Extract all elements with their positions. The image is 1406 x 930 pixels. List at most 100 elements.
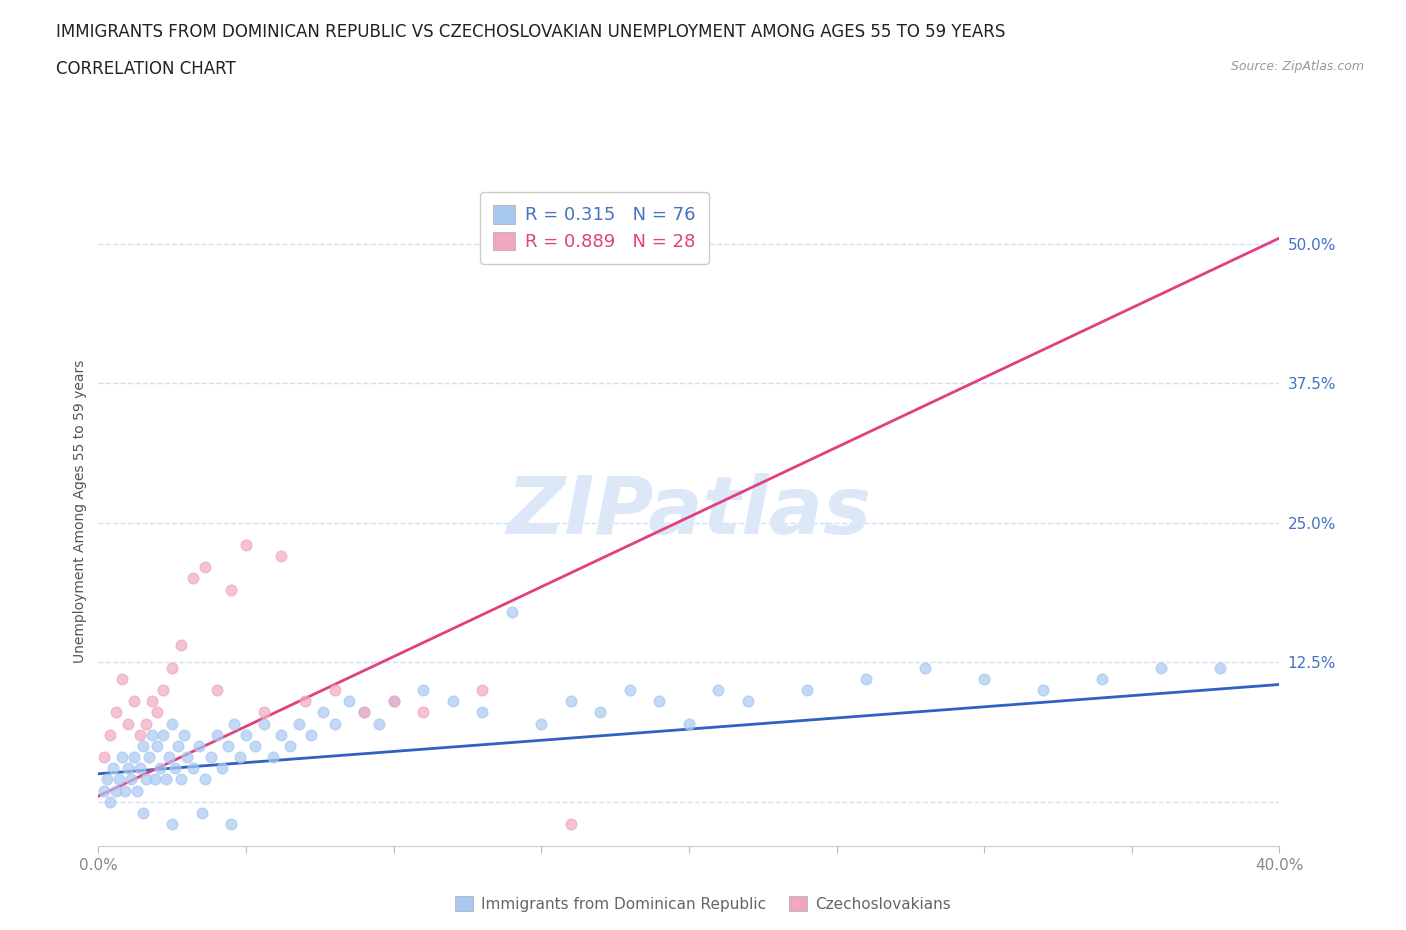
Point: [796, 683, 818, 698]
Point: [125, 783, 148, 798]
Point: [181, 761, 204, 776]
Point: [299, 727, 322, 742]
Point: [176, 750, 198, 764]
Point: [205, 683, 228, 698]
Point: [678, 716, 700, 731]
Point: [149, 761, 172, 776]
Point: [217, 738, 239, 753]
Point: [368, 716, 391, 731]
Point: [105, 705, 128, 720]
Point: [128, 761, 150, 776]
Point: [353, 705, 375, 720]
Point: [243, 738, 266, 753]
Point: [270, 727, 292, 742]
Point: [93, 783, 115, 798]
Point: [152, 727, 174, 742]
Point: [155, 772, 177, 787]
Point: [108, 772, 131, 787]
Point: [191, 805, 214, 820]
Y-axis label: Unemployment Among Ages 55 to 59 years: Unemployment Among Ages 55 to 59 years: [73, 360, 87, 663]
Text: CORRELATION CHART: CORRELATION CHART: [56, 60, 236, 78]
Point: [219, 817, 242, 831]
Point: [855, 671, 877, 686]
Point: [1150, 660, 1173, 675]
Legend: R = 0.315   N = 76, R = 0.889   N = 28: R = 0.315 N = 76, R = 0.889 N = 28: [481, 193, 709, 263]
Point: [170, 772, 193, 787]
Point: [111, 671, 134, 686]
Point: [96, 772, 118, 787]
Point: [170, 638, 193, 653]
Point: [619, 683, 641, 698]
Point: [117, 761, 139, 776]
Point: [471, 683, 494, 698]
Point: [270, 549, 292, 564]
Point: [117, 716, 139, 731]
Point: [501, 604, 523, 619]
Legend: Immigrants from Dominican Republic, Czechoslovakians: Immigrants from Dominican Republic, Czec…: [449, 889, 957, 918]
Point: [135, 716, 157, 731]
Point: [560, 817, 582, 831]
Point: [294, 694, 316, 709]
Point: [312, 705, 335, 720]
Point: [103, 761, 125, 776]
Point: [530, 716, 553, 731]
Point: [229, 750, 252, 764]
Point: [353, 705, 375, 720]
Point: [589, 705, 612, 720]
Point: [162, 716, 183, 731]
Point: [146, 705, 169, 720]
Point: [194, 560, 217, 575]
Point: [441, 694, 464, 709]
Point: [135, 772, 157, 787]
Point: [122, 694, 145, 709]
Point: [560, 694, 582, 709]
Point: [707, 683, 730, 698]
Point: [382, 694, 405, 709]
Point: [162, 817, 183, 831]
Point: [105, 783, 128, 798]
Point: [253, 705, 276, 720]
Point: [122, 750, 145, 764]
Point: [162, 660, 183, 675]
Text: Source: ZipAtlas.com: Source: ZipAtlas.com: [1230, 60, 1364, 73]
Point: [253, 716, 276, 731]
Point: [412, 705, 434, 720]
Point: [205, 727, 228, 742]
Point: [141, 727, 163, 742]
Point: [120, 772, 142, 787]
Text: ZIPatlas: ZIPatlas: [506, 472, 872, 551]
Point: [167, 738, 190, 753]
Point: [1091, 671, 1114, 686]
Point: [219, 582, 242, 597]
Point: [98, 727, 121, 742]
Point: [262, 750, 284, 764]
Point: [648, 694, 671, 709]
Point: [224, 716, 246, 731]
Point: [157, 750, 180, 764]
Point: [146, 738, 169, 753]
Point: [382, 694, 405, 709]
Point: [914, 660, 936, 675]
Point: [323, 716, 346, 731]
Point: [1209, 660, 1232, 675]
Point: [138, 750, 160, 764]
Point: [173, 727, 195, 742]
Point: [211, 761, 233, 776]
Point: [93, 750, 115, 764]
Point: [98, 794, 121, 809]
Point: [152, 683, 174, 698]
Point: [141, 694, 163, 709]
Point: [111, 750, 134, 764]
Point: [200, 750, 222, 764]
Point: [337, 694, 360, 709]
Point: [1032, 683, 1054, 698]
Point: [194, 772, 217, 787]
Point: [235, 727, 257, 742]
Point: [973, 671, 995, 686]
Point: [278, 738, 302, 753]
Point: [132, 738, 155, 753]
Point: [165, 761, 187, 776]
Point: [323, 683, 346, 698]
Point: [128, 727, 150, 742]
Point: [114, 783, 136, 798]
